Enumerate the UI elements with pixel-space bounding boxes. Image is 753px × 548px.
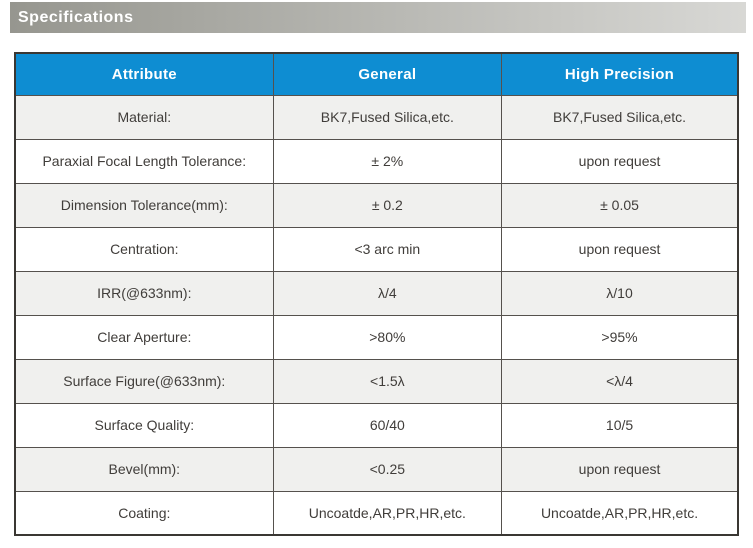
general-cell: ± 2% [272, 138, 503, 184]
attribute-cell: IRR(@633nm): [14, 270, 274, 316]
column-header-general: General [272, 52, 503, 96]
general-cell: BK7,Fused Silica,etc. [272, 94, 503, 140]
column-header-attribute: Attribute [14, 52, 274, 96]
high-precision-cell: upon request [501, 226, 739, 272]
attribute-cell: Surface Figure(@633nm): [14, 358, 274, 404]
general-cell: <1.5λ [272, 358, 503, 404]
high-precision-cell: upon request [501, 446, 739, 492]
attribute-cell: Paraxial Focal Length Tolerance: [14, 138, 274, 184]
general-cell: λ/4 [272, 270, 503, 316]
general-cell: <0.25 [272, 446, 503, 492]
table-row-irr: IRR(@633nm): λ/4 λ/10 [14, 270, 739, 316]
high-precision-cell: BK7,Fused Silica,etc. [501, 94, 739, 140]
high-precision-cell: <λ/4 [501, 358, 739, 404]
section-header-bar: Specifications [10, 2, 746, 33]
general-cell: >80% [272, 314, 503, 360]
table-row-material: Material: BK7,Fused Silica,etc. BK7,Fuse… [14, 94, 739, 140]
table-row-clear-aperture: Clear Aperture: >80% >95% [14, 314, 739, 360]
table-row-dimension-tolerance: Dimension Tolerance(mm): ± 0.2 ± 0.05 [14, 182, 739, 228]
general-cell: Uncoatde,AR,PR,HR,etc. [272, 490, 503, 536]
attribute-cell: Dimension Tolerance(mm): [14, 182, 274, 228]
table-row-coating: Coating: Uncoatde,AR,PR,HR,etc. Uncoatde… [14, 490, 739, 536]
high-precision-cell: ± 0.05 [501, 182, 739, 228]
section-title: Specifications [18, 8, 134, 26]
high-precision-cell: >95% [501, 314, 739, 360]
high-precision-cell: upon request [501, 138, 739, 184]
table-row-surface-quality: Surface Quality: 60/40 10/5 [14, 402, 739, 448]
table-row-paraxial-focal-length-tolerance: Paraxial Focal Length Tolerance: ± 2% up… [14, 138, 739, 184]
table-row-bevel: Bevel(mm): <0.25 upon request [14, 446, 739, 492]
specifications-table: Attribute General High Precision Materia… [14, 52, 739, 536]
attribute-cell: Surface Quality: [14, 402, 274, 448]
general-cell: 60/40 [272, 402, 503, 448]
column-header-high-precision: High Precision [501, 52, 739, 96]
high-precision-cell: Uncoatde,AR,PR,HR,etc. [501, 490, 739, 536]
table-header-row: Attribute General High Precision [14, 52, 739, 96]
general-cell: <3 arc min [272, 226, 503, 272]
attribute-cell: Material: [14, 94, 274, 140]
attribute-cell: Clear Aperture: [14, 314, 274, 360]
attribute-cell: Centration: [14, 226, 274, 272]
attribute-cell: Coating: [14, 490, 274, 536]
general-cell: ± 0.2 [272, 182, 503, 228]
high-precision-cell: λ/10 [501, 270, 739, 316]
table-row-surface-figure: Surface Figure(@633nm): <1.5λ <λ/4 [14, 358, 739, 404]
table-row-centration: Centration: <3 arc min upon request [14, 226, 739, 272]
high-precision-cell: 10/5 [501, 402, 739, 448]
attribute-cell: Bevel(mm): [14, 446, 274, 492]
